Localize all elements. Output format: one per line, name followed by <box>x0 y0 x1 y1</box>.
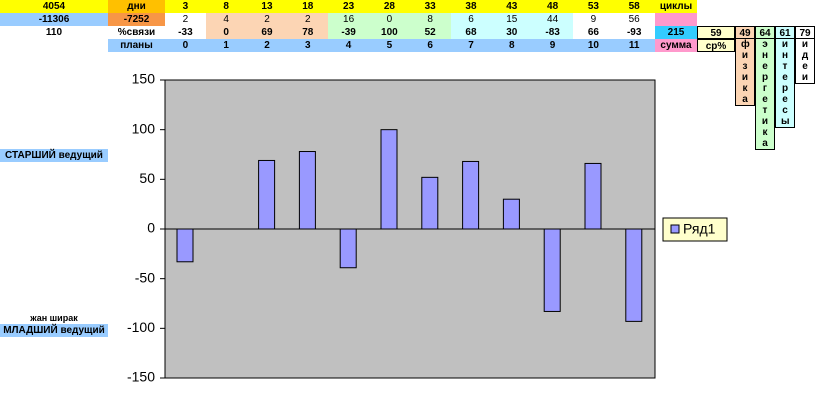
cell: 23 <box>328 0 369 13</box>
cell: 59 <box>697 26 735 39</box>
cell: дни <box>108 0 165 13</box>
bar <box>380 129 398 230</box>
vertical-word: идеи <box>795 39 815 84</box>
y-tick-label: -50 <box>135 269 155 285</box>
bar <box>339 228 357 269</box>
cell: 64 <box>755 26 775 39</box>
cell: 5 <box>369 39 410 52</box>
cell: циклы <box>655 0 697 13</box>
cell: 11 <box>613 39 655 52</box>
cell: 66 <box>573 26 614 39</box>
cell: 8 <box>409 13 451 26</box>
bar <box>462 160 480 230</box>
cell: 61 <box>775 26 795 39</box>
cell: 8 <box>205 0 247 13</box>
cell: 110 <box>45 27 63 38</box>
cell: 58 <box>613 0 655 13</box>
bar <box>258 159 276 230</box>
cell: -39 <box>328 26 369 39</box>
cell: 33 <box>409 0 451 13</box>
cell: -7252 <box>108 13 165 26</box>
cell: 68 <box>450 26 492 39</box>
cell: 28 <box>369 0 410 13</box>
legend <box>662 217 728 242</box>
cell: 18 <box>287 0 329 13</box>
cell: 30 <box>491 26 533 39</box>
legend-label: Ряд1 <box>683 221 716 237</box>
cell: 4 <box>205 13 247 26</box>
cell: %связи <box>117 27 156 38</box>
cell: планы <box>108 39 165 52</box>
bar <box>543 228 561 312</box>
bar <box>421 176 439 230</box>
cell: 2 <box>287 13 329 26</box>
cell: 9 <box>573 13 614 26</box>
cell: 53 <box>573 0 614 13</box>
cell: 1 <box>205 39 247 52</box>
bar <box>625 228 643 322</box>
cell: 3 <box>287 39 329 52</box>
cell: сумма <box>655 39 697 52</box>
cell: 2 <box>246 13 288 26</box>
y-tick-label: 100 <box>132 120 156 136</box>
cell: 69 <box>246 26 288 39</box>
cell: 10 <box>573 39 614 52</box>
cell: 6 <box>409 39 451 52</box>
y-tick-label: -150 <box>127 369 155 385</box>
cell: 0 <box>205 26 247 39</box>
vertical-word: интересы <box>775 39 795 128</box>
cell: 38 <box>450 0 492 13</box>
vertical-word: физика <box>735 39 755 106</box>
cell: 52 <box>409 26 451 39</box>
cell: -83 <box>532 26 573 39</box>
cell: 4 <box>328 39 369 52</box>
cell: 215 <box>655 26 697 39</box>
label: СТАРШИЙ ведущий <box>0 149 108 162</box>
cell: 13 <box>246 0 288 13</box>
y-tick-label: 0 <box>147 220 155 236</box>
y-tick-label: -100 <box>127 319 155 335</box>
cell: 2 <box>246 39 288 52</box>
legend-swatch <box>670 224 680 234</box>
label: МЛАДШИЙ ведущий <box>0 324 108 337</box>
cell: 49 <box>735 26 755 39</box>
label: жан ширак <box>30 313 78 323</box>
cell: 79 <box>795 26 815 39</box>
cell: 2 <box>165 13 206 26</box>
cell: -93 <box>613 26 655 39</box>
cell: 4054 <box>0 0 108 13</box>
cell: 16 <box>328 13 369 26</box>
bar <box>502 198 520 230</box>
bar <box>176 228 194 263</box>
cell: ср% <box>697 39 735 52</box>
bar <box>584 162 602 230</box>
cell: 78 <box>287 26 329 39</box>
cell: 100 <box>369 26 410 39</box>
cell: 44 <box>532 13 573 26</box>
cell: -11306 <box>0 13 108 26</box>
cell: 56 <box>613 13 655 26</box>
cell: 48 <box>532 0 573 13</box>
cell <box>655 13 697 26</box>
cell: 0 <box>165 39 206 52</box>
cell: 0 <box>369 13 410 26</box>
cell: -33 <box>165 26 206 39</box>
bar <box>298 151 316 230</box>
cell: 7 <box>450 39 492 52</box>
cell: 9 <box>532 39 573 52</box>
cell: 6 <box>450 13 492 26</box>
cell: 8 <box>491 39 533 52</box>
cell: 15 <box>491 13 533 26</box>
cell: 3 <box>165 0 206 13</box>
y-tick-label: 50 <box>139 170 155 186</box>
vertical-word: энергетика <box>755 39 775 150</box>
cell: 43 <box>491 0 533 13</box>
y-tick-label: 150 <box>132 71 156 87</box>
